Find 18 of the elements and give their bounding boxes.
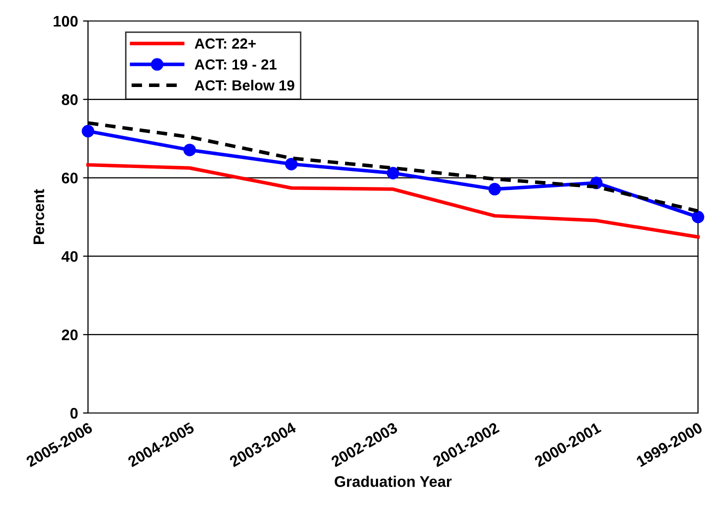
legend-label: ACT: Below 19	[194, 80, 294, 91]
line-series	[86, 163, 700, 239]
point	[82, 124, 94, 138]
y-tick-label: 80	[62, 94, 78, 106]
point	[692, 210, 704, 224]
y-tick-label: 40	[62, 251, 78, 262]
point	[488, 182, 501, 196]
y-tick-label: 60	[62, 172, 78, 184]
legend-label: ACT: 19 - 21	[194, 59, 277, 70]
y-tick-label: 0	[70, 408, 78, 419]
point	[386, 166, 400, 180]
x-axis-title: Graduation Year	[334, 476, 452, 487]
y-tick-label: 20	[62, 329, 78, 340]
point	[285, 158, 298, 170]
point	[183, 144, 196, 156]
legend-label: ACT: 22+	[194, 38, 256, 49]
y-axis-title: Percent	[34, 189, 44, 244]
y-tick-label: 100	[54, 16, 78, 27]
